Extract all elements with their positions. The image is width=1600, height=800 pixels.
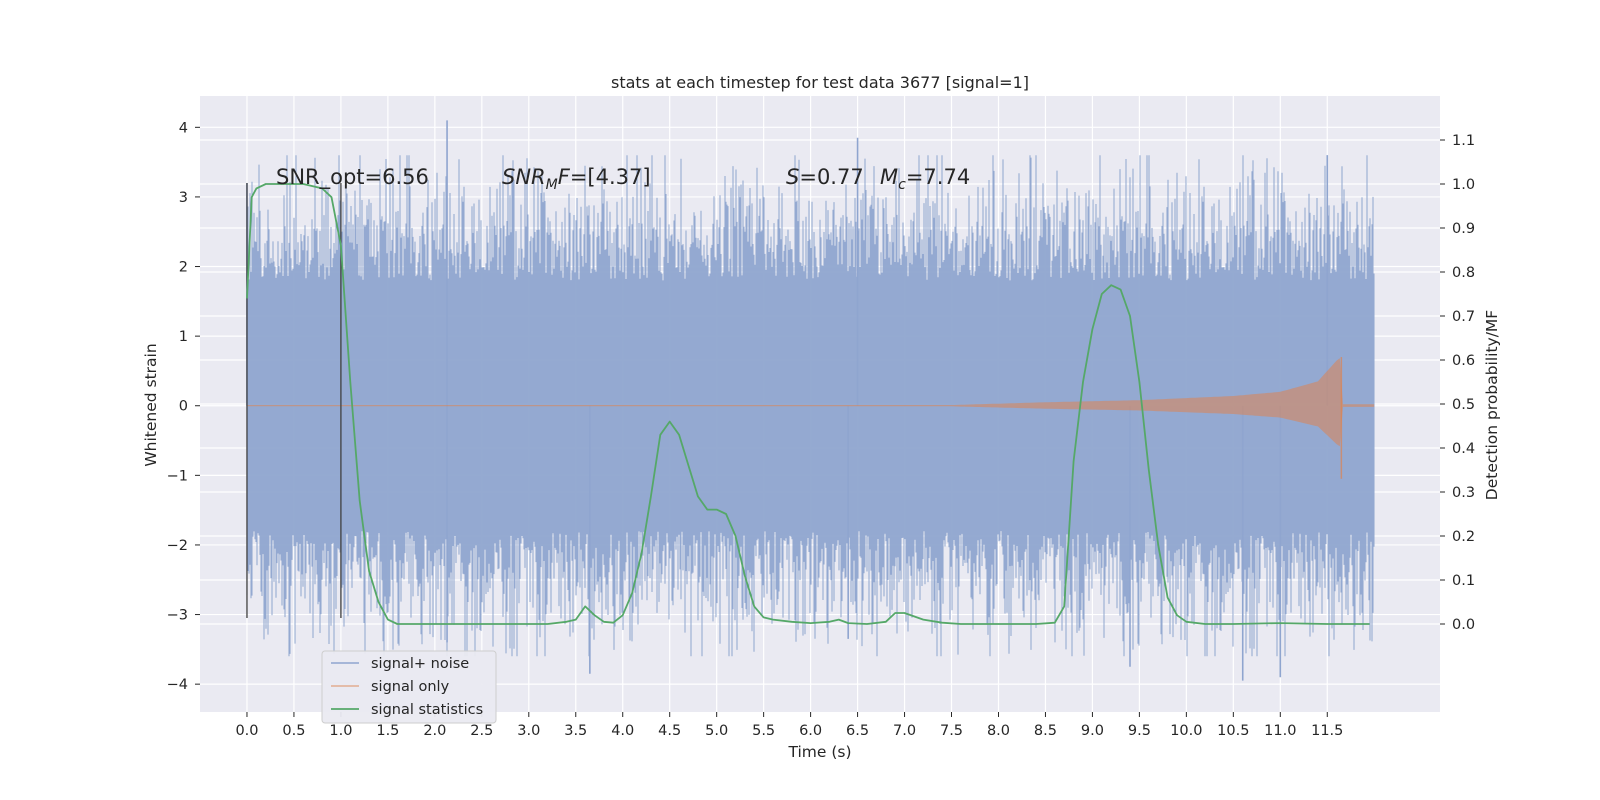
y-left-tick-label: −4 (167, 677, 188, 693)
y-right-tick-label: 1.0 (1452, 177, 1475, 193)
legend-box (321, 650, 497, 724)
legend: signal+ noise signal only signal statist… (321, 650, 497, 724)
x-tick-label: 2.0 (423, 723, 446, 739)
statistics-line (246, 183, 1370, 625)
legend-label-statistics: signal statistics (371, 702, 483, 718)
x-tick-label: 7.0 (893, 723, 916, 739)
annotation-mc-value: =7.74 (906, 165, 970, 189)
signal-only-series (247, 357, 1375, 479)
y-left-tick-label: −1 (167, 468, 188, 484)
y-right-tick-label: 0.1 (1452, 573, 1475, 589)
annotation-s: S=0.77 (786, 165, 864, 189)
y-right-tick-label: 0.7 (1452, 309, 1475, 325)
x-axis-label: Time (s) (787, 743, 851, 761)
annotation-mc-label: M (880, 165, 898, 189)
y-right-tick-label: 0.0 (1452, 617, 1475, 633)
y-left-tick-labels: −4 −3 −2 −1 0 1 2 3 4 (167, 120, 200, 693)
annotation-snr-opt: SNR_opt=6.56 (276, 165, 429, 190)
legend-label-noise: signal+ noise (371, 656, 469, 672)
y-left-tick-label: 1 (179, 329, 188, 345)
y-right-tick-labels: 0.0 0.1 0.2 0.3 0.4 0.5 0.6 0.7 0.8 0.9 1.0 1.1 (1440, 133, 1475, 633)
x-tick-label: 9.0 (1081, 723, 1104, 739)
legend-label-signal: signal only (371, 679, 450, 695)
x-tick-label: 11.0 (1264, 723, 1296, 739)
y-left-tick-label: 4 (179, 120, 188, 136)
annotation-snr-mf-sub: M (546, 177, 558, 193)
y-axis-left-label: Whitened strain (142, 343, 160, 466)
y-axis-right-label: Detection probability/MF (1483, 310, 1501, 501)
chart-title: stats at each timestep for test data 367… (611, 73, 1029, 92)
annotation-s-value: =0.77 (799, 165, 863, 189)
signal-statistics-series (246, 183, 1370, 625)
x-tick-label: 11.5 (1311, 723, 1343, 739)
x-tick-label: 6.0 (799, 723, 822, 739)
annotation-mc: Mc=7.74 (880, 165, 970, 193)
x-tick-labels: 0.0 0.5 1.0 1.5 2.0 2.5 3.0 3.5 4.0 4.5 5.0 5.5 6.0 6… (235, 712, 1343, 739)
y-right-tick-label: 0.2 (1452, 529, 1475, 545)
x-tick-label: 7.5 (940, 723, 963, 739)
y-left-tick-label: 2 (179, 260, 188, 276)
x-tick-label: 5.0 (705, 723, 728, 739)
x-tick-label: 3.5 (564, 723, 587, 739)
x-tick-label: 1.0 (329, 723, 352, 739)
x-tick-label: 6.5 (846, 723, 869, 739)
y-left-tick-label: −3 (167, 608, 188, 624)
annotation-snr-mf-value: =[4.37] (570, 165, 651, 189)
x-tick-label: 1.5 (376, 723, 399, 739)
annotation-mc-sub: c (898, 177, 906, 193)
x-tick-label: 8.0 (987, 723, 1010, 739)
y-right-tick-label: 0.3 (1452, 485, 1475, 501)
annotation-snr-mf: SNRMF=[4.37] (502, 165, 651, 193)
x-tick-label: 2.5 (470, 723, 493, 739)
y-right-tick-label: 0.8 (1452, 265, 1475, 281)
x-tick-label: 3.0 (517, 723, 540, 739)
signal-envelope (247, 358, 1375, 447)
y-left-tick-label: 3 (179, 190, 188, 206)
y-right-tick-label: 0.9 (1452, 221, 1475, 237)
x-tick-label: 4.5 (658, 723, 681, 739)
annotation-s-label: S (786, 165, 799, 189)
annotation-snr-mf-f: F (558, 165, 571, 189)
y-right-tick-label: 0.4 (1452, 441, 1475, 457)
x-tick-label: 0.5 (282, 723, 305, 739)
y-left-tick-label: 0 (179, 399, 188, 415)
y-right-tick-label: 0.6 (1452, 353, 1475, 369)
annotation-snr-mf-prefix: SNR (502, 165, 546, 189)
x-tick-label: 4.0 (611, 723, 634, 739)
x-tick-label: 8.5 (1034, 723, 1057, 739)
y-left-tick-label: −2 (167, 538, 188, 554)
x-tick-label: 10.0 (1170, 723, 1202, 739)
x-tick-label: 5.5 (752, 723, 775, 739)
x-tick-label: 10.5 (1217, 723, 1249, 739)
y-right-tick-label: 1.1 (1452, 133, 1475, 149)
x-tick-label: 9.5 (1128, 723, 1151, 739)
y-right-tick-label: 0.5 (1452, 397, 1475, 413)
x-tick-label: 0.0 (235, 723, 258, 739)
